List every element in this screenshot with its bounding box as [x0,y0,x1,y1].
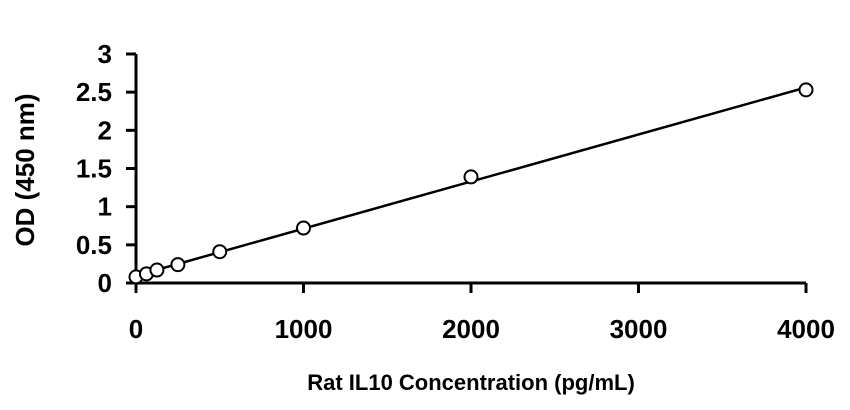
y-tick-label: 1.5 [76,154,112,184]
x-tick-label: 4000 [777,314,835,344]
data-point [149,262,165,278]
x-tick-labels: 0 1000 2000 3000 4000 [129,314,835,344]
y-tick-label: 2.5 [76,77,112,107]
x-tick-label: 2000 [442,314,500,344]
data-point [170,257,186,273]
x-tick-label: 3000 [610,314,668,344]
data-point [296,220,311,236]
x-tick-label: 0 [129,314,143,344]
y-axis-label: OD (450 nm) [10,93,40,246]
x-axis-label: Rat IL10 Concentration (pg/mL) [307,370,635,395]
axes [126,52,808,293]
y-tick-label: 1 [98,192,112,222]
y-tick-label: 3 [98,39,112,69]
y-tick-label: 0.5 [76,230,112,260]
data-points [128,82,814,285]
y-tick-label: 0 [98,268,112,298]
y-tick-labels: 0 0.5 1 1.5 2 2.5 3 [76,39,112,298]
data-point [798,82,814,98]
y-tick-label: 2 [98,115,112,145]
data-point [463,169,479,185]
x-tick-label: 1000 [275,314,333,344]
data-point [212,244,228,260]
